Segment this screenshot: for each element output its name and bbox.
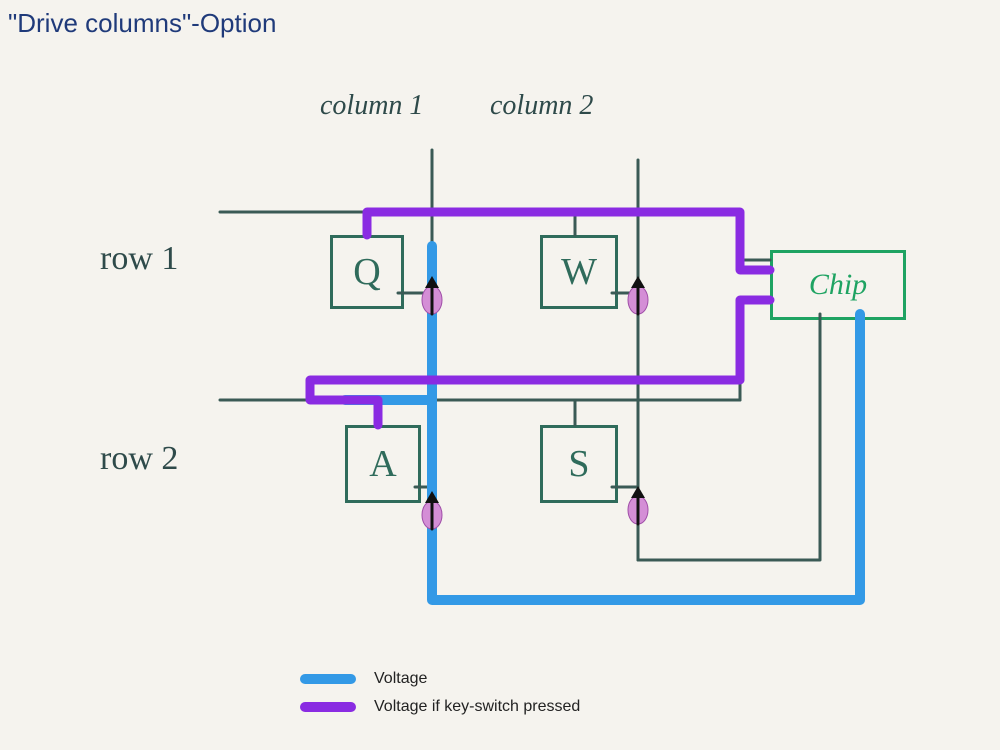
key-A-label: A <box>369 442 396 486</box>
diode-icon <box>422 276 442 314</box>
page-title: "Drive columns"-Option <box>8 8 276 39</box>
legend-row-pressed: Voltage if key-switch pressed <box>300 698 580 716</box>
key-W-label: W <box>561 250 597 294</box>
label-row-1: row 1 <box>100 240 178 278</box>
key-S-label: S <box>568 442 589 486</box>
key-Q: Q <box>330 235 404 309</box>
diode-icon <box>422 491 442 529</box>
legend-label-pressed: Voltage if key-switch pressed <box>374 698 580 716</box>
label-row-2: row 2 <box>100 440 178 478</box>
label-column-1: column 1 <box>320 90 423 122</box>
diode-icon <box>628 486 648 524</box>
legend: Voltage Voltage if key-switch pressed <box>300 670 580 726</box>
key-Q-label: Q <box>353 250 380 294</box>
chip-box: Chip <box>770 250 906 320</box>
legend-swatch-pressed <box>300 702 356 712</box>
label-column-2: column 2 <box>490 90 593 122</box>
legend-row-voltage: Voltage <box>300 670 580 688</box>
pen-wires <box>220 150 860 600</box>
key-A: A <box>345 425 421 503</box>
legend-label-voltage: Voltage <box>374 670 427 688</box>
key-S: S <box>540 425 618 503</box>
key-W: W <box>540 235 618 309</box>
chip-label: Chip <box>809 268 867 302</box>
legend-swatch-voltage <box>300 674 356 684</box>
diode-icon <box>628 276 648 314</box>
